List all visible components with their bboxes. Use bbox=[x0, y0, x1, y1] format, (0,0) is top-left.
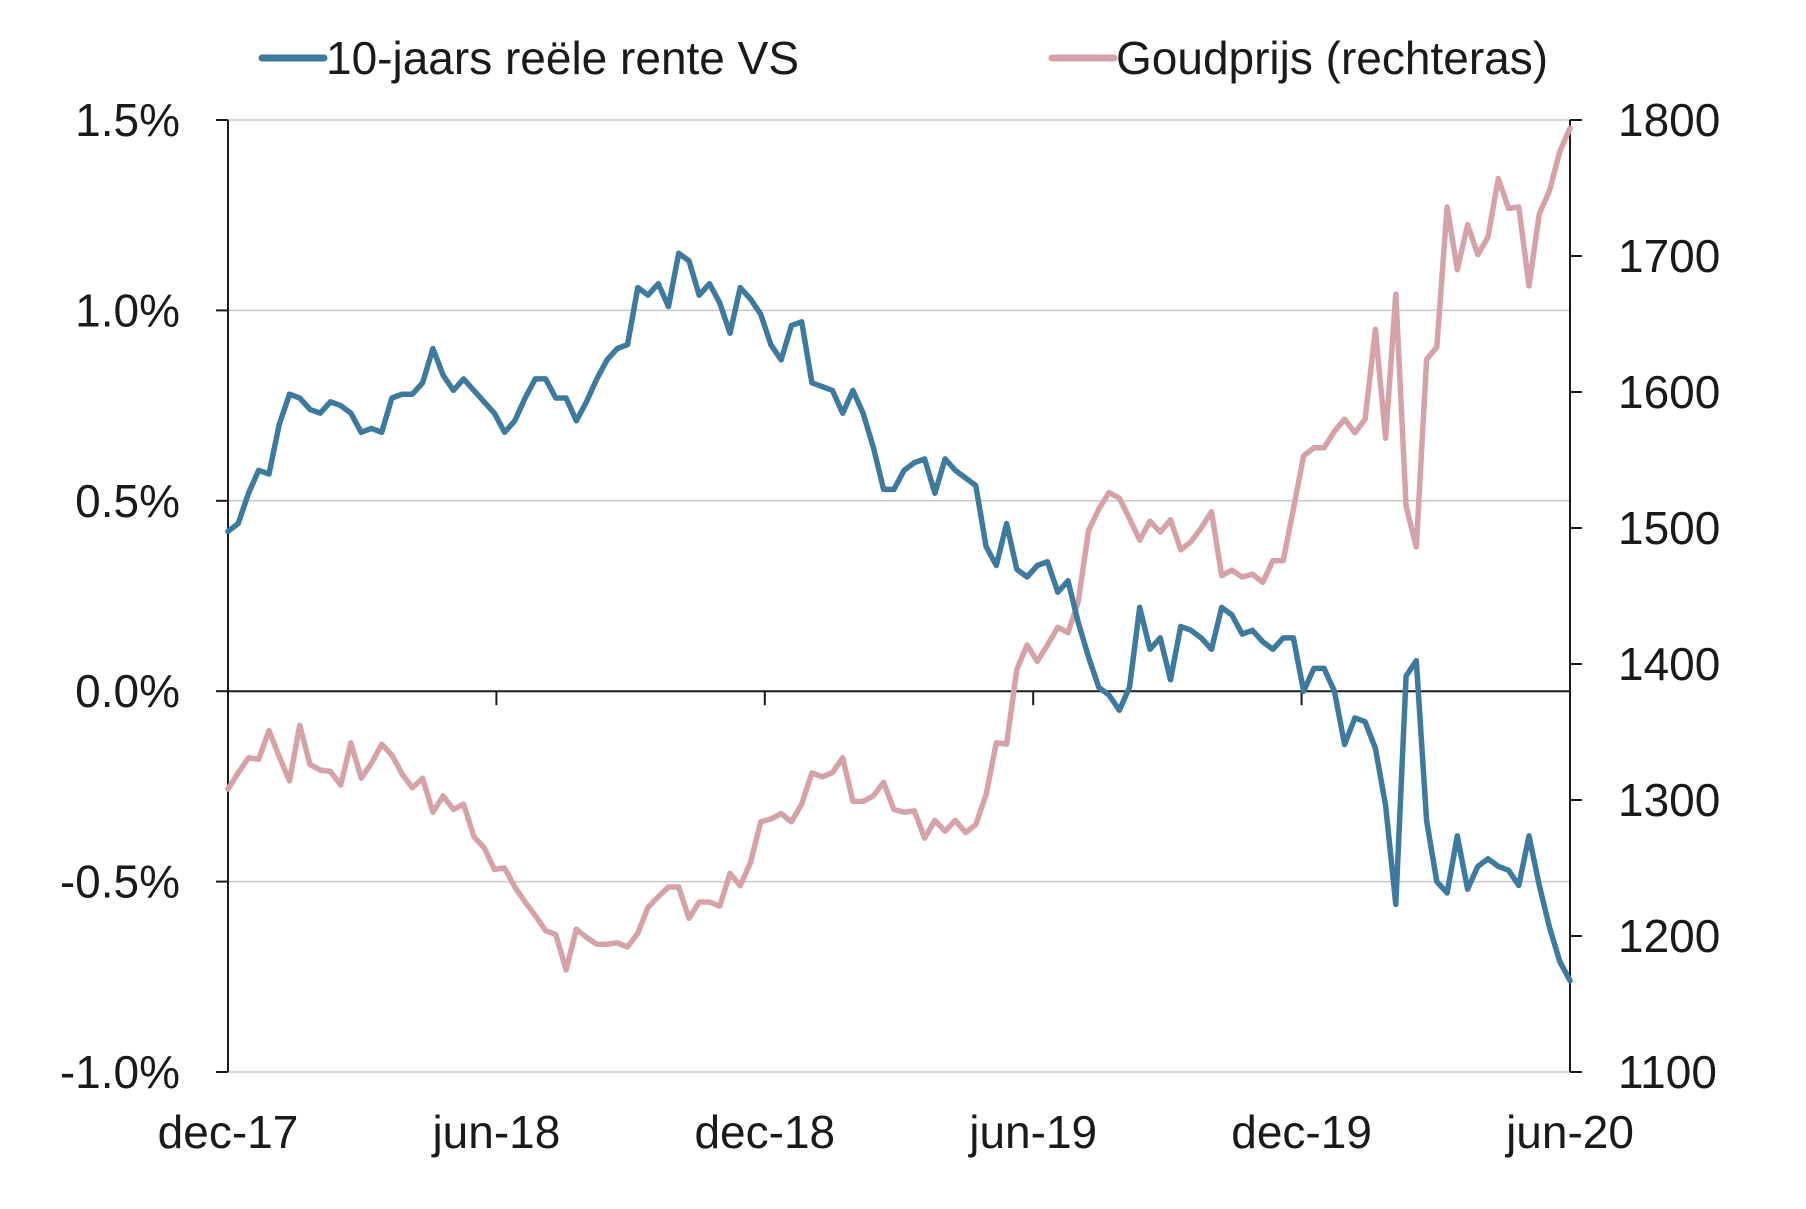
legend-label: 10-jaars reële rente VS bbox=[326, 32, 799, 84]
right-axis-tick-label: 1700 bbox=[1618, 230, 1720, 282]
x-axis-tick-label: jun-19 bbox=[967, 1106, 1097, 1158]
right-axis-tick-label: 1100 bbox=[1618, 1046, 1717, 1098]
right-axis-tick-label: 1500 bbox=[1618, 502, 1720, 554]
left-axis-tick-label: -0.5% bbox=[60, 856, 180, 908]
x-axis-tick-label: dec-17 bbox=[158, 1106, 299, 1158]
grid bbox=[228, 119, 1570, 1073]
left-axis-tick-label: 0.5% bbox=[75, 475, 180, 527]
left-axis-tick-label: 0.0% bbox=[75, 665, 180, 717]
x-axis-tick-label: dec-19 bbox=[1231, 1106, 1372, 1158]
right-axis-tick-label: 1300 bbox=[1618, 774, 1720, 826]
x-axis-tick-label: jun-18 bbox=[430, 1106, 560, 1158]
right-axis-tick-label: 1400 bbox=[1618, 638, 1720, 690]
x-axis-tick-label: dec-18 bbox=[694, 1106, 835, 1158]
right-axis-tick-label: 1200 bbox=[1618, 910, 1720, 962]
x-axis-tick-label: jun-20 bbox=[1504, 1106, 1634, 1158]
legend: 10-jaars reële rente VS Goudprijs (rechte… bbox=[258, 32, 1548, 84]
left-axis-tick-label: -1.0% bbox=[60, 1046, 180, 1098]
series-line-gold-price bbox=[225, 125, 1573, 973]
axes: 1.5% 1.0% 0.5% 0.0% -0.5% -1.0% 1800 1700 1600 15… bbox=[60, 94, 1721, 1158]
series-line-real-rate bbox=[225, 250, 1573, 984]
left-axis-tick-label: 1.0% bbox=[75, 284, 180, 336]
series-layer bbox=[225, 125, 1573, 984]
right-axis-tick-label: 1600 bbox=[1618, 366, 1720, 418]
right-axis-tick-label: 1800 bbox=[1618, 94, 1720, 146]
legend-label: Goudprijs (rechteras) bbox=[1116, 32, 1548, 84]
left-axis-tick-label: 1.5% bbox=[75, 94, 180, 146]
